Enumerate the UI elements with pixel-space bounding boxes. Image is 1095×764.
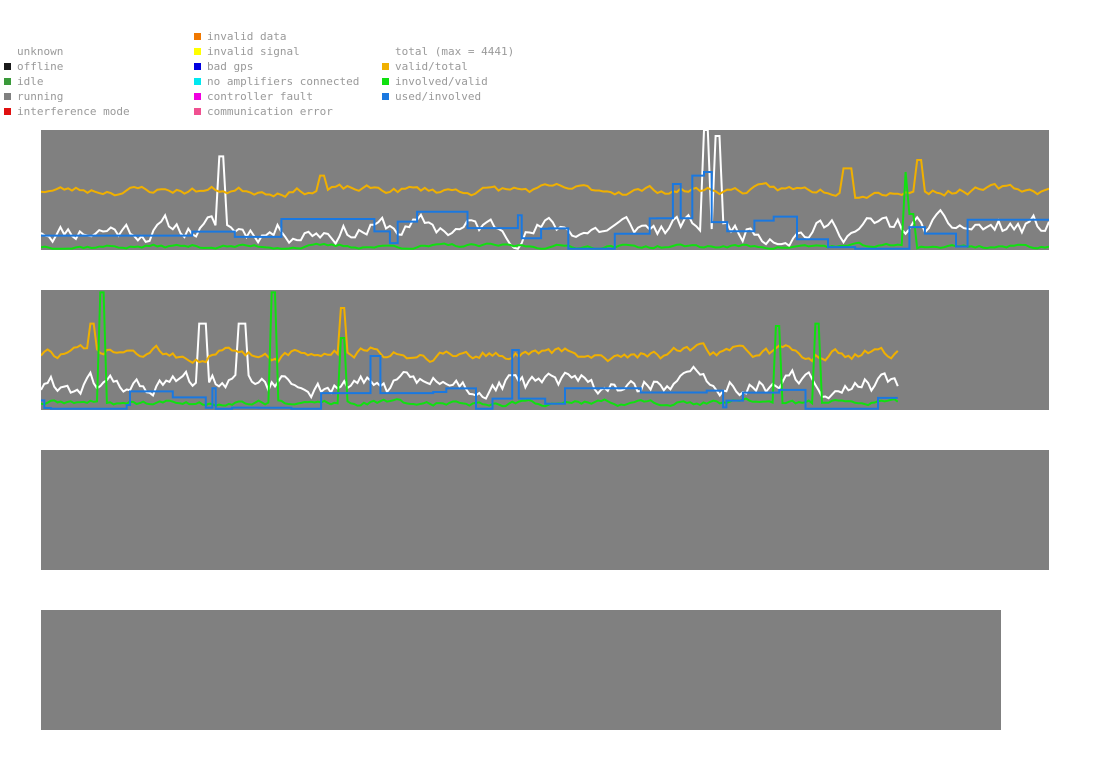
swatch <box>194 48 201 55</box>
legend-item-communication-error: communication error <box>194 104 359 119</box>
chart-panel-2 <box>41 290 1049 410</box>
legend-item-bad-gps: bad gps <box>194 59 359 74</box>
legend-label: used/involved <box>395 90 482 103</box>
legend-label: valid/total <box>395 60 468 73</box>
chart-svg <box>41 450 1049 570</box>
legend-item-invalid-data: invalid data <box>194 29 359 44</box>
chart-panel-4 <box>41 610 1001 730</box>
legend-label: invalid signal <box>207 45 300 58</box>
legend-item-unknown: unknown <box>4 44 130 59</box>
swatch <box>4 63 11 70</box>
series-total <box>41 322 899 400</box>
legend-item-used-involved: used/involved <box>382 89 514 104</box>
swatch <box>382 93 389 100</box>
swatch <box>382 63 389 70</box>
legend-label: interference mode <box>17 105 130 118</box>
series-total <box>41 130 1049 250</box>
legend-label: bad gps <box>207 60 254 73</box>
legend-label: controller fault <box>207 90 313 103</box>
series-involved-valid <box>41 171 1049 250</box>
series-valid-total <box>41 159 1049 199</box>
legend-item-no-amplifiers: no amplifiers connected <box>194 74 359 89</box>
legend-item-running: running <box>4 89 130 104</box>
series-used-involved <box>41 349 898 410</box>
series-used-involved <box>41 171 1049 250</box>
swatch <box>382 48 389 55</box>
legend-item-total: total (max = 4441) <box>382 44 514 59</box>
swatch <box>194 93 201 100</box>
legend-label: communication error <box>207 105 333 118</box>
legend-item-valid-total: valid/total <box>382 59 514 74</box>
legend-label: unknown <box>17 45 64 58</box>
swatch <box>4 93 11 100</box>
legend-label: running <box>17 90 64 103</box>
series-valid-total <box>41 307 899 365</box>
legend-label: invalid data <box>207 30 287 43</box>
swatch <box>194 108 201 115</box>
chart-svg <box>41 291 899 410</box>
legend-label: total (max = 4441) <box>395 45 515 58</box>
swatch <box>194 33 201 40</box>
swatch <box>4 108 11 115</box>
swatch <box>4 78 11 85</box>
legend-status: unknown offline idle running interferenc… <box>4 44 130 119</box>
legend-item-invalid-signal: invalid signal <box>194 44 359 59</box>
legend-item-offline: offline <box>4 59 130 74</box>
legend-errors: invalid data invalid signal bad gps no a… <box>194 29 359 119</box>
chart-panel-1 <box>41 130 1049 250</box>
legend-label: no amplifiers connected <box>207 75 360 88</box>
legend-item-controller-fault: controller fault <box>194 89 359 104</box>
legend-label: offline <box>17 60 64 73</box>
chart-svg <box>41 610 1001 730</box>
chart-svg <box>41 130 1049 250</box>
chart-panel-3 <box>41 450 1049 570</box>
swatch <box>194 78 201 85</box>
legend-item-idle: idle <box>4 74 130 89</box>
swatch <box>194 63 201 70</box>
legend-label: involved/valid <box>395 75 488 88</box>
legend-item-interference-mode: interference mode <box>4 104 130 119</box>
legend-label: idle <box>17 75 44 88</box>
swatch <box>382 78 389 85</box>
swatch <box>4 48 11 55</box>
series-involved-valid <box>41 291 899 408</box>
legend-item-involved-valid: involved/valid <box>382 74 514 89</box>
legend-series: total (max = 4441) valid/total involved/… <box>382 44 514 104</box>
